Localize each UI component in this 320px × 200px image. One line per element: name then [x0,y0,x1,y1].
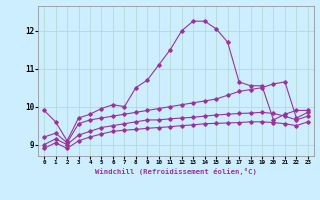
X-axis label: Windchill (Refroidissement éolien,°C): Windchill (Refroidissement éolien,°C) [95,168,257,175]
